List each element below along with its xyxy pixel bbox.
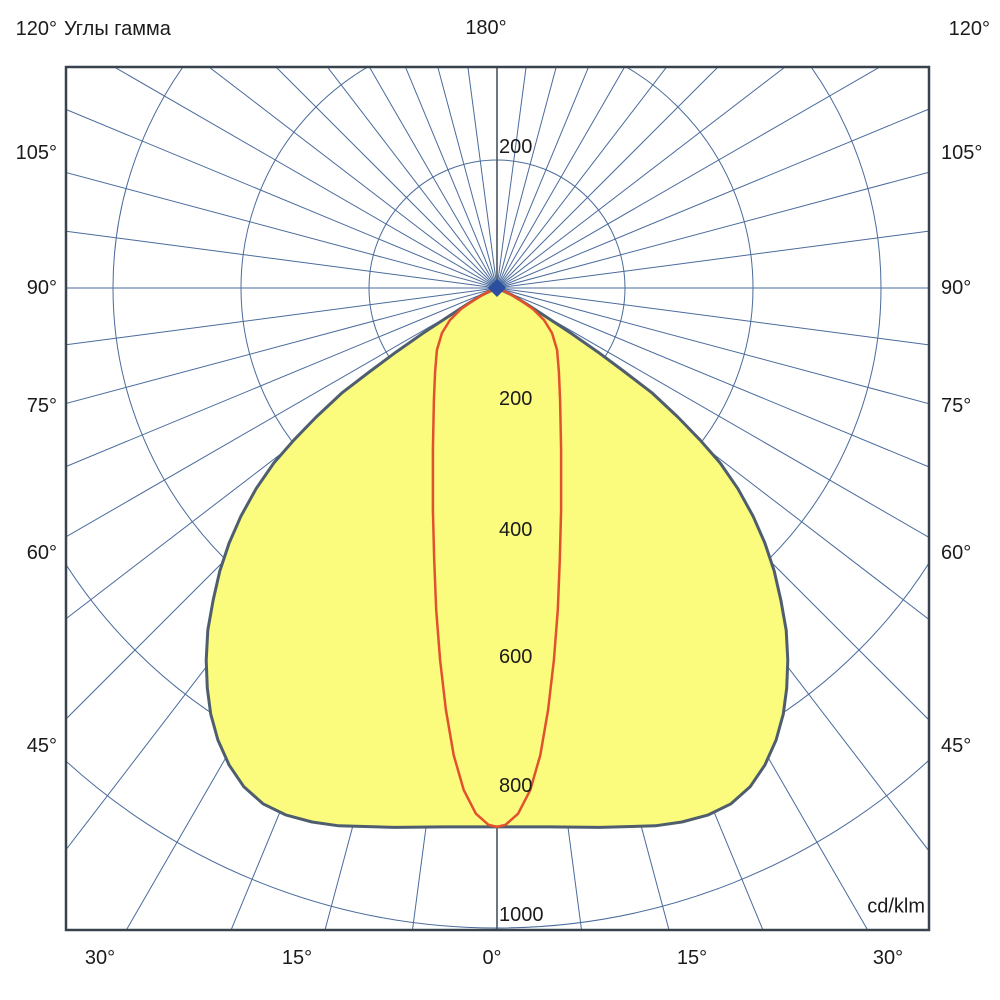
angle-label-bottom-15-right: 15° [676,947,708,969]
narrow-beam-curve [431,286,563,829]
ring-label-200-top: 200 [499,136,533,158]
center-marker-diamond [488,279,506,297]
angle-label-bottom-30-right: 30° [872,947,904,969]
angle-label-right-90: 90° [941,277,972,299]
ring-label-1000: 1000 [499,904,544,926]
angle-label-left-105: 105° [15,142,57,164]
ring-label-600: 600 [499,646,533,668]
ring-label-400: 400 [499,519,533,541]
ring-label-200: 200 [499,388,533,410]
angle-label-left-60: 60° [26,542,57,564]
angle-label-left-45: 45° [26,735,57,757]
angle-label-bottom-15-left: 15° [281,947,313,969]
angle-label-right-105: 105° [941,142,983,164]
ring-label-800: 800 [499,775,533,797]
angle-label-right-45: 45° [941,735,972,757]
angle-label-right-75: 75° [941,395,972,417]
angle-label-top-left-120: 120° [15,18,57,40]
plot-border [64,65,931,932]
unit-label: cd/klm [867,895,925,918]
angle-label-left-75: 75° [26,395,57,417]
angle-label-top-right-120: 120° [948,18,990,40]
page-title: Углы гамма [64,18,171,40]
angle-label-bottom-0: 0° [482,947,502,969]
beam-curves [204,286,790,829]
angle-label-top-180: 180° [465,17,507,39]
angle-label-right-60: 60° [941,542,972,564]
wide-beam-fill [206,288,788,828]
angle-label-left-90: 90° [26,277,57,299]
angle-label-bottom-30-left: 30° [84,947,116,969]
